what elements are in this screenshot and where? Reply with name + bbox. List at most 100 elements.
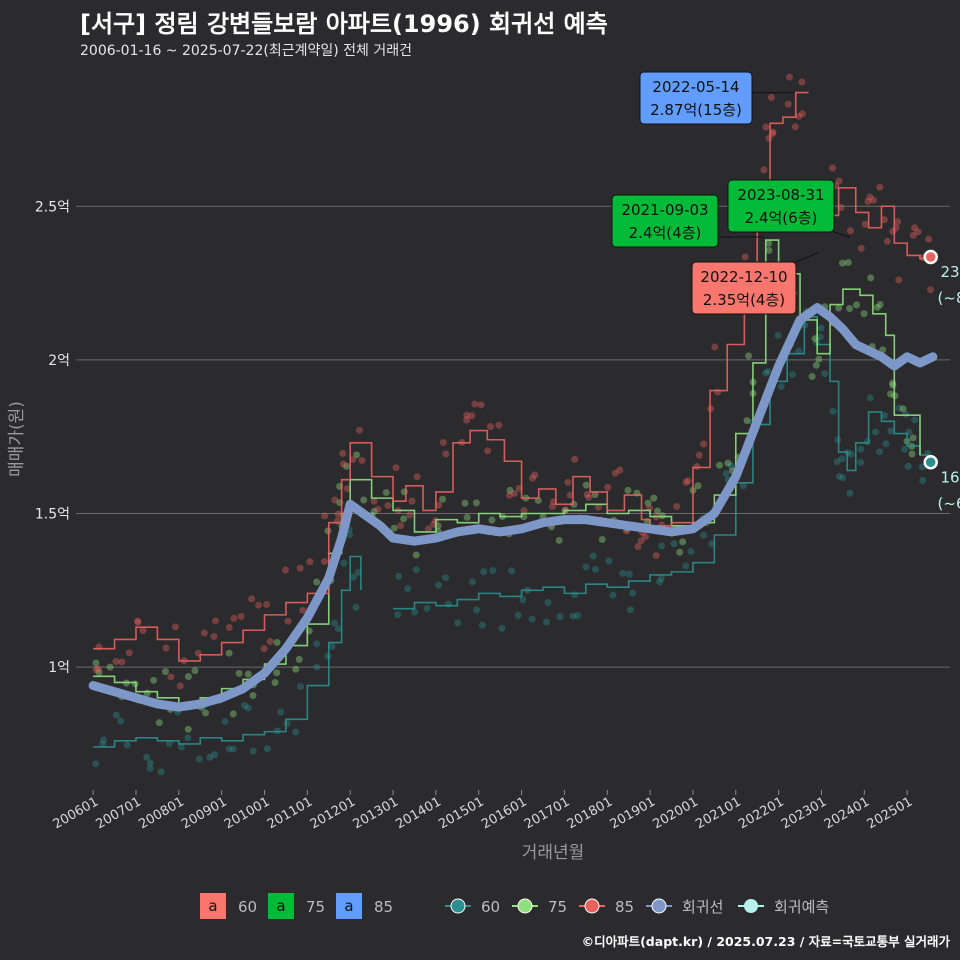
- annotation-price: 2.4억(4층): [629, 224, 702, 242]
- transaction-point: [591, 491, 599, 499]
- transaction-point: [629, 589, 637, 597]
- transaction-point: [412, 566, 420, 574]
- transaction-point: [711, 343, 719, 351]
- transaction-point: [700, 531, 708, 539]
- transaction-point: [589, 552, 597, 560]
- transaction-point: [582, 481, 590, 489]
- transaction-point: [118, 658, 126, 666]
- transaction-point: [292, 728, 300, 736]
- legend-label: 75: [548, 898, 567, 916]
- transaction-point: [510, 489, 518, 497]
- transaction-point: [277, 708, 285, 716]
- legend-label: 60: [481, 898, 500, 916]
- transaction-point: [911, 224, 919, 232]
- transaction-point: [461, 499, 469, 507]
- forecast-value-label: 23,350: [940, 263, 960, 281]
- transaction-point: [670, 540, 678, 548]
- transaction-point: [838, 455, 846, 463]
- transaction-point: [684, 477, 692, 485]
- transaction-point: [901, 445, 909, 453]
- transaction-point: [392, 464, 400, 472]
- transaction-point: [864, 197, 872, 205]
- transaction-point: [313, 578, 321, 586]
- transaction-point: [157, 768, 165, 776]
- legend-key-letter: a: [276, 897, 285, 915]
- transaction-point: [741, 253, 749, 261]
- transaction-point: [354, 568, 362, 576]
- transaction-point: [480, 568, 488, 576]
- legend-point-key: [517, 898, 533, 914]
- transaction-point: [880, 216, 888, 224]
- transaction-point: [200, 629, 208, 637]
- transaction-point: [283, 720, 291, 728]
- transaction-point: [658, 542, 666, 550]
- annotation-price: 2.35억(4층): [703, 291, 785, 309]
- x-tick-label: 202101: [693, 794, 743, 832]
- transaction-point: [882, 440, 890, 448]
- annotation-price: 2.87억(15층): [650, 101, 742, 119]
- transaction-point: [468, 412, 476, 420]
- transaction-point: [468, 578, 476, 586]
- forecast-point: [923, 249, 938, 265]
- transaction-point: [484, 447, 492, 455]
- transaction-point: [473, 606, 481, 614]
- transaction-point: [908, 450, 916, 458]
- transaction-point: [817, 324, 825, 332]
- transaction-point: [435, 501, 443, 509]
- transaction-point: [271, 678, 279, 686]
- transaction-point: [313, 663, 321, 671]
- legend-label: 75: [306, 898, 325, 916]
- transaction-point: [927, 286, 935, 294]
- annotation-leader: [795, 251, 820, 263]
- transaction-point: [700, 440, 708, 448]
- transaction-point: [860, 310, 868, 318]
- transaction-point: [909, 434, 917, 442]
- transaction-point: [134, 618, 142, 626]
- transaction-point: [722, 469, 730, 477]
- transaction-point: [909, 231, 917, 239]
- transaction-point: [574, 612, 582, 620]
- transaction-point: [835, 472, 843, 480]
- transaction-point: [212, 617, 220, 625]
- transaction-point: [284, 617, 292, 625]
- transaction-point: [760, 166, 768, 174]
- transaction-point: [350, 573, 358, 581]
- legend-key-box: [268, 893, 294, 919]
- transaction-point: [769, 128, 777, 136]
- transaction-point: [834, 436, 842, 444]
- transaction-point: [95, 668, 103, 676]
- x-tick-label: 201801: [565, 794, 615, 832]
- transaction-point: [564, 478, 572, 486]
- transaction-point: [777, 383, 785, 391]
- x-tick-label: 200601: [51, 794, 101, 832]
- transaction-point: [650, 494, 658, 502]
- transaction-point: [889, 381, 897, 389]
- transaction-point: [406, 511, 414, 519]
- transaction-point: [382, 488, 390, 496]
- forecast-value-label: 16,667: [940, 468, 960, 486]
- transaction-point: [248, 595, 256, 603]
- transaction-point: [644, 499, 652, 507]
- transaction-point: [714, 388, 722, 396]
- transaction-point: [125, 649, 133, 657]
- transaction-point: [846, 305, 854, 313]
- transaction-point: [876, 301, 884, 309]
- x-tick-label: 200901: [179, 794, 229, 832]
- transaction-point: [505, 491, 513, 499]
- transaction-point: [619, 569, 627, 577]
- transaction-point: [571, 591, 579, 599]
- transaction-point: [395, 572, 403, 580]
- transaction-point: [571, 455, 579, 463]
- series-line-s60: [93, 555, 362, 748]
- transaction-point: [624, 486, 632, 494]
- source-caption: ©디아파트(dapt.kr) / 2025.07.23 / 자료=국토교통부 실…: [581, 934, 950, 949]
- chart-subtitle: 2006-01-16 ~ 2025-07-22(최근계약일) 전체 거래건: [80, 43, 412, 59]
- transaction-point: [360, 496, 368, 504]
- transaction-point: [117, 717, 125, 725]
- annotation-date: 2023-08-31: [737, 186, 824, 204]
- x-tick-label: 200701: [93, 794, 143, 832]
- transaction-point: [306, 558, 314, 566]
- transaction-point: [895, 276, 903, 284]
- transaction-point: [324, 527, 332, 535]
- transaction-point: [184, 673, 192, 681]
